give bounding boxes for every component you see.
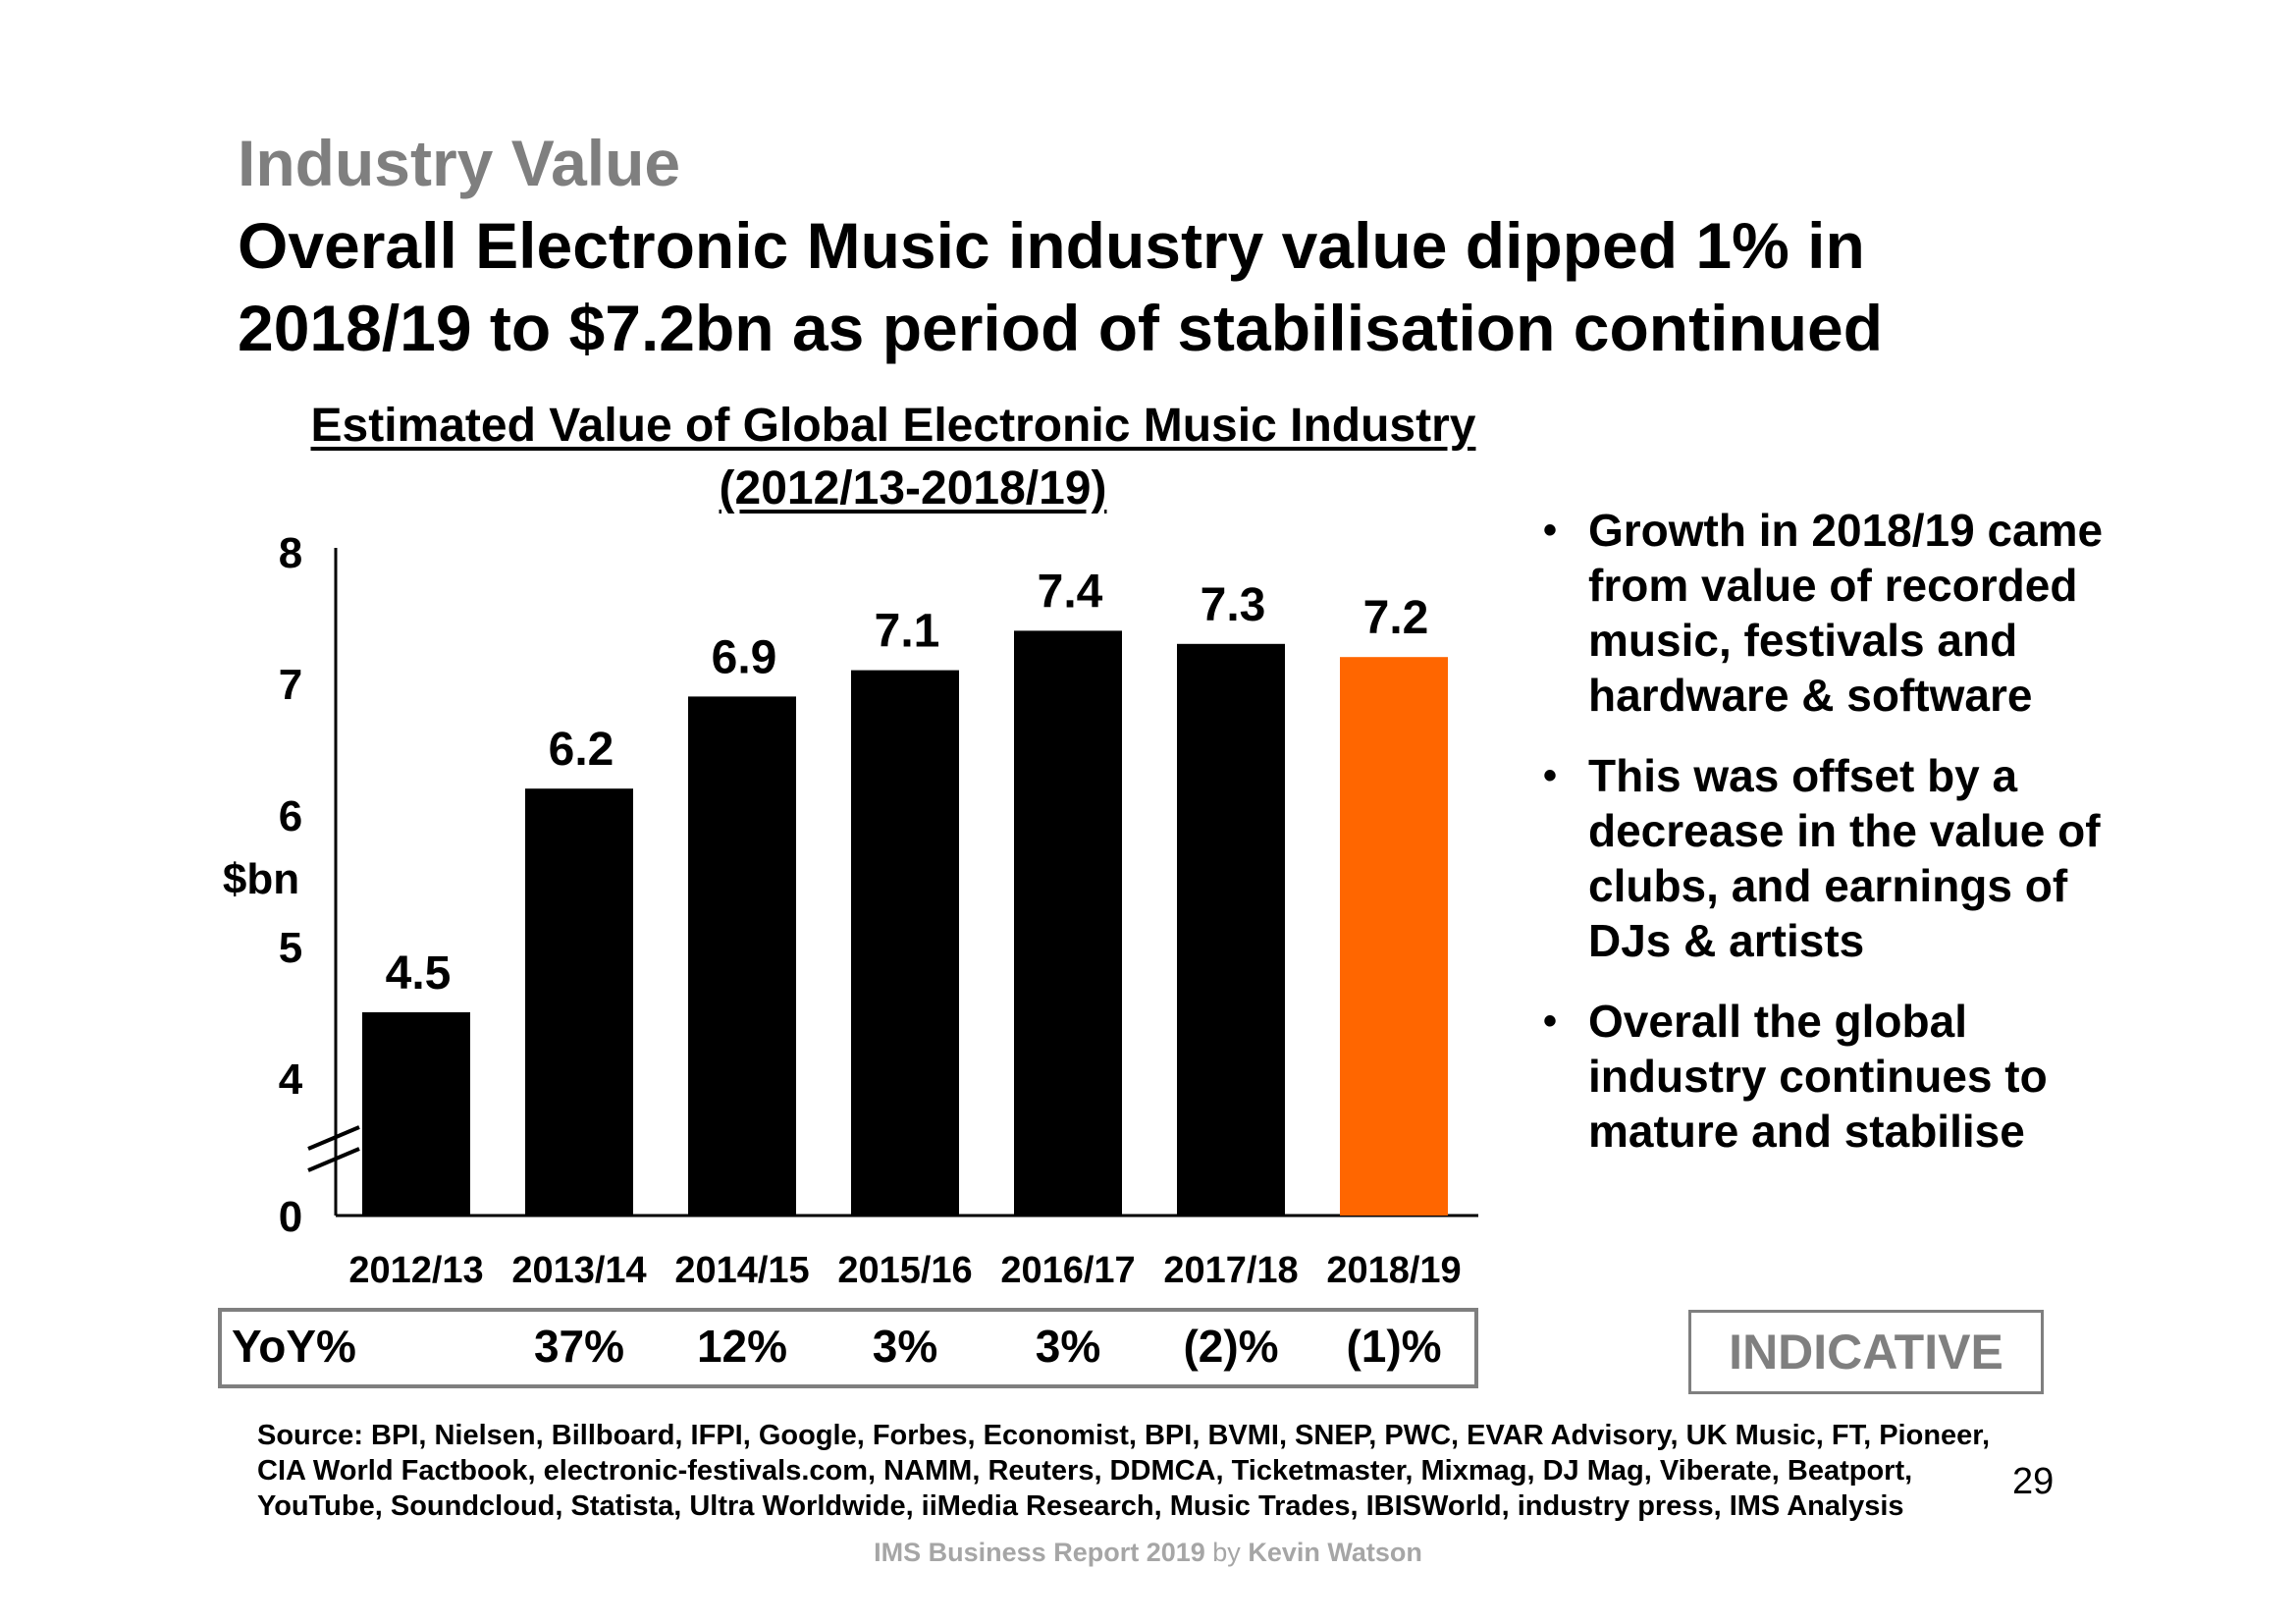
y-tick-label: 8 (279, 529, 302, 577)
footer-author: Kevin Watson (1248, 1538, 1422, 1567)
x-tick-label: 2015/16 (837, 1250, 972, 1291)
x-tick-label: 2013/14 (511, 1250, 646, 1291)
chart-x-tick-labels: 2012/13 2013/14 2014/15 2015/16 2016/17 2017/… (348, 1250, 1461, 1291)
yoy-value-2014-15: 12% (696, 1321, 788, 1372)
yoy-value-2016-17: 3% (1035, 1321, 1101, 1372)
key-point: Growth in 2018/19 came from value of rec… (1543, 503, 2152, 723)
yoy-value-2015-16: 3% (872, 1321, 938, 1372)
chart-title: Estimated Value of Global Electronic Mus… (257, 395, 1529, 520)
bar-value-label: 6.2 (549, 724, 614, 776)
y-tick-label: 6 (279, 792, 302, 840)
y-tick-label: 4 (279, 1055, 303, 1104)
yoy-row-box (218, 1308, 1478, 1388)
chart-title-line-1: Estimated Value of Global Electronic Mus… (310, 400, 1476, 452)
page-headline: Overall Electronic Music industry value … (238, 209, 1884, 364)
x-tick-label: 2014/15 (674, 1250, 809, 1291)
axis-break-mark (307, 1125, 360, 1151)
y-axis-label: $bn (223, 855, 299, 903)
x-tick-label: 2012/13 (348, 1250, 483, 1291)
x-tick-label: 2017/18 (1163, 1250, 1298, 1291)
chart-value-labels: 4.5 6.2 6.9 7.1 7.4 7.3 7.2 (386, 566, 1429, 1000)
yoy-label: YoY% (232, 1321, 356, 1372)
y-tick-label: 0 (279, 1193, 302, 1241)
bar-2016-17 (1014, 630, 1122, 1216)
section-kicker: Industry Value (238, 127, 681, 199)
key-point: This was offset by a decrease in the val… (1543, 748, 2152, 968)
bar-value-label: 7.2 (1363, 592, 1429, 644)
key-point: Overall the global industry continues to… (1543, 994, 2152, 1159)
bar-2015-16 (851, 670, 959, 1216)
y-tick-label: 7 (279, 661, 302, 709)
bar-value-label: 7.4 (1038, 566, 1103, 618)
bar-value-label: 4.5 (386, 947, 452, 1000)
x-tick-label: 2016/17 (1000, 1250, 1135, 1291)
footer-report: IMS Business Report 2019 (874, 1538, 1205, 1567)
chart-title-line-2: (2012/13-2018/19) (719, 462, 1107, 514)
chart-bars (362, 630, 1448, 1216)
footer-by: by (1212, 1538, 1241, 1567)
yoy-value-2017-18: (2)% (1183, 1321, 1279, 1372)
page-number: 29 (2012, 1461, 2055, 1502)
y-tick-label: 5 (279, 924, 302, 972)
indicative-badge: INDICATIVE (1688, 1310, 2044, 1394)
yoy-value-2018-19: (1)% (1346, 1321, 1442, 1372)
bar-value-label: 7.1 (875, 606, 940, 658)
axis-break-mark (307, 1147, 360, 1172)
bar-chart: 4.5 6.2 6.9 7.1 7.4 7.3 7.2 2012/13 2013/14 2014… (223, 529, 1478, 1291)
key-points-list: Growth in 2018/19 came from value of rec… (1543, 503, 2152, 1184)
bar-2013-14 (525, 788, 633, 1216)
bar-value-label: 6.9 (712, 631, 777, 683)
source-note: Source: BPI, Nielsen, Billboard, IFPI, G… (257, 1420, 1991, 1522)
chart-y-tick-labels: 0 4 5 6 7 8 (279, 529, 303, 1241)
bar-value-label: 7.3 (1201, 579, 1266, 631)
bar-2014-15 (688, 696, 796, 1216)
bar-2017-18 (1177, 643, 1285, 1216)
x-tick-label: 2018/19 (1326, 1250, 1461, 1291)
bar-2018-19 (1340, 657, 1448, 1216)
bar-2012-13 (362, 1012, 470, 1216)
footer: IMS Business Report 2019 by Kevin Watson (0, 1538, 2296, 1568)
yoy-value-2013-14: 37% (533, 1321, 625, 1372)
